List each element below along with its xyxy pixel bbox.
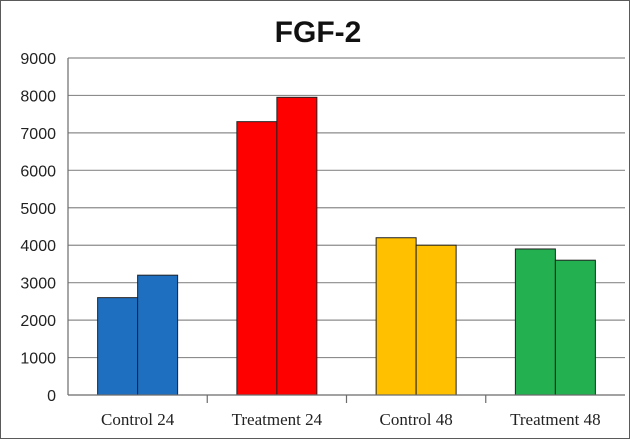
x-tick-label: Control 24 — [101, 410, 175, 429]
bar-control-24-1 — [97, 297, 139, 396]
bar-treatment-48-1 — [514, 248, 556, 396]
y-tick-label: 9000 — [20, 51, 56, 68]
x-tick-label: Control 48 — [380, 410, 453, 429]
bar-control-48-1 — [375, 237, 417, 396]
bar-control-48-2 — [415, 244, 457, 396]
x-tick-label: Treatment 24 — [232, 410, 323, 429]
y-tick-label: 4000 — [20, 238, 56, 255]
tick-labels: 0 1000 2000 3000 4000 5000 6000 7000 8000 9000 Con… — [20, 51, 600, 429]
y-tick-label: 1000 — [20, 351, 56, 368]
bar-control-24-2 — [137, 274, 179, 396]
chart-title: FGF-2 — [275, 16, 362, 49]
y-tick-label: 8000 — [20, 88, 56, 105]
y-tick-label: 0 — [47, 388, 56, 405]
bar-treatment-48-2 — [554, 259, 596, 396]
y-tick-label: 5000 — [20, 201, 56, 218]
bar-treatment-24-2 — [276, 96, 318, 396]
bar-treatment-24-1 — [236, 121, 278, 396]
y-tick-label: 2000 — [20, 313, 56, 330]
axes — [67, 58, 625, 403]
y-tick-label: 3000 — [20, 276, 56, 293]
x-tick-label: Treatment 48 — [510, 410, 601, 429]
bars — [97, 96, 596, 396]
y-tick-label: 6000 — [20, 163, 56, 180]
y-tick-label: 7000 — [20, 126, 56, 143]
